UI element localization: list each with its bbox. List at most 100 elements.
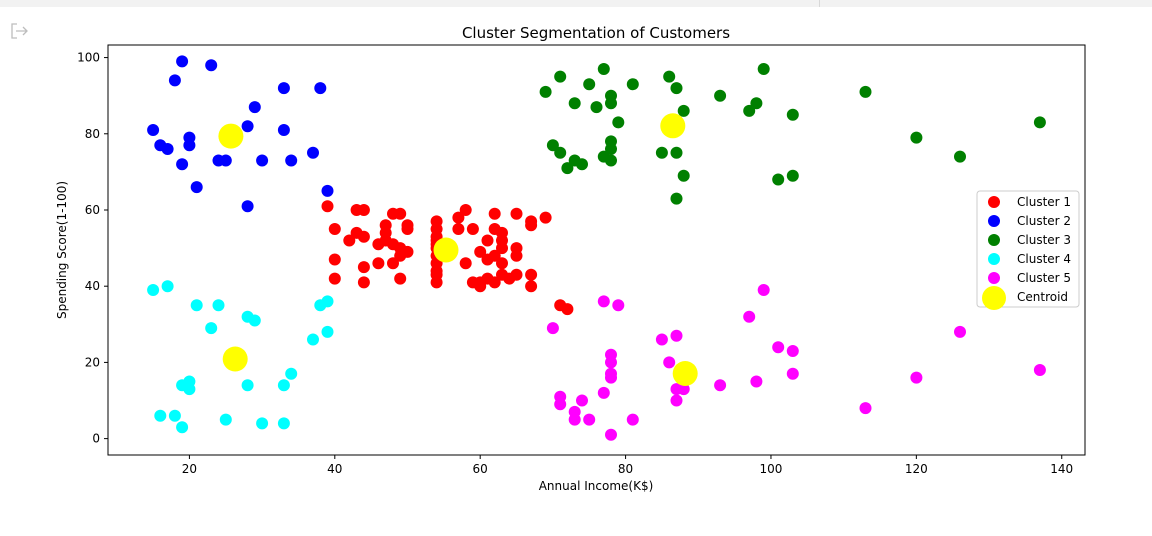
cluster-3-point [772, 173, 785, 186]
cluster-1-point [357, 230, 370, 243]
cluster-1-point [394, 207, 407, 220]
cluster-3-point [605, 143, 617, 155]
x-tick-label: 140 [1050, 462, 1073, 476]
cluster-5-point [714, 379, 727, 392]
cluster-2-point [205, 59, 218, 72]
cluster-5-point [1033, 364, 1046, 376]
cluster-3-point [655, 146, 668, 159]
cluster-3-point [677, 104, 690, 117]
cluster-3-point [786, 108, 799, 121]
x-tick-label: 60 [473, 462, 488, 476]
cluster-2-point [321, 184, 334, 197]
output-arrow-icon[interactable] [9, 21, 31, 41]
cluster-5-point [757, 284, 770, 296]
cluster-5-point [663, 356, 676, 369]
cluster-2-point [183, 139, 196, 152]
cluster-1-point [474, 245, 487, 258]
cluster-4-point [277, 417, 290, 430]
cluster-5-point [772, 341, 785, 354]
x-tick-label: 100 [760, 462, 783, 476]
legend-marker [988, 196, 1000, 208]
cluster-5-point [612, 299, 625, 312]
cluster-1-point [459, 204, 472, 216]
cluster-5-point [568, 405, 581, 418]
cluster-1-point [357, 204, 370, 216]
cluster-1-point [496, 257, 508, 270]
cluster-2-point [285, 154, 298, 167]
cluster-3-point [605, 97, 617, 110]
cluster-3-point [539, 85, 552, 98]
cluster-1-point [525, 268, 538, 281]
x-tick-label: 40 [327, 462, 342, 476]
cluster-1-point [328, 253, 341, 266]
cluster-4-point [248, 314, 261, 327]
cluster-1-point [401, 219, 414, 232]
cluster-1-point [496, 242, 508, 255]
cluster-3-point [670, 82, 683, 95]
cluster-5-point [554, 398, 567, 411]
cluster-2-point [314, 82, 327, 95]
cluster-2-point [147, 124, 160, 136]
cluster-3-point [954, 150, 966, 163]
cluster-4-point [321, 295, 334, 308]
centroid-point [222, 346, 248, 372]
legend-label: Cluster 1 [1017, 195, 1071, 209]
y-tick-label: 40 [85, 279, 100, 293]
cluster-2-point [277, 124, 290, 136]
cluster-3-point [546, 139, 559, 152]
cluster-1-point [466, 223, 479, 235]
cluster-1-point [394, 272, 407, 285]
cluster-1-point [481, 234, 494, 247]
cluster-5-point [670, 329, 683, 342]
y-tick-label: 60 [85, 203, 100, 217]
legend-label: Centroid [1017, 290, 1068, 304]
cluster-2-point [168, 74, 181, 87]
cluster-3-point [561, 162, 574, 175]
cluster-3-point [786, 169, 799, 182]
cluster-5-point [655, 333, 668, 346]
top-bar-divider [819, 0, 820, 7]
plot-frame [107, 44, 1086, 456]
cluster-1-point [328, 272, 341, 285]
cluster-1-point [510, 207, 523, 220]
cluster-2-point [176, 55, 189, 68]
cluster-2-point [256, 154, 269, 167]
legend-marker [988, 215, 1000, 227]
cluster-3-point [583, 78, 596, 91]
legend-marker [988, 272, 1000, 284]
cluster-4-point [256, 417, 269, 430]
cluster-1-point [452, 211, 465, 224]
legend-marker [982, 286, 1006, 310]
cluster-4-point [285, 367, 298, 380]
cluster-4-point [241, 379, 254, 392]
cluster-1-point [561, 303, 574, 316]
cluster-3-point [568, 97, 581, 110]
cluster-1-point [488, 276, 501, 289]
cluster-3-point [910, 131, 923, 144]
x-tick-label: 120 [905, 462, 928, 476]
cluster-3-point [670, 146, 683, 159]
cluster-5-point [597, 386, 610, 399]
centroid-point [433, 237, 459, 263]
cluster-3-point [576, 158, 588, 171]
cluster-4-point [307, 333, 319, 346]
cluster-1-point [401, 245, 414, 258]
centroid-point [660, 113, 686, 139]
cluster-2-point [307, 146, 319, 159]
cluster-1-point [510, 268, 523, 281]
legend-marker [988, 253, 1000, 265]
cluster-4-point [321, 325, 334, 338]
cluster-5-point [743, 310, 756, 323]
cluster-5-point [910, 371, 923, 384]
cluster-1-point [452, 223, 465, 235]
cluster-3-point [554, 70, 567, 83]
notebook-top-bar [0, 0, 1152, 7]
cluster-5-point [786, 367, 799, 380]
cluster-5-point [750, 375, 763, 388]
cluster-1-point [372, 257, 385, 270]
cluster-3-point [626, 78, 639, 91]
cluster-1-point [321, 200, 334, 213]
y-tick-label: 20 [85, 355, 100, 369]
cluster-4-point [219, 413, 232, 426]
cluster-2-point [241, 200, 254, 213]
